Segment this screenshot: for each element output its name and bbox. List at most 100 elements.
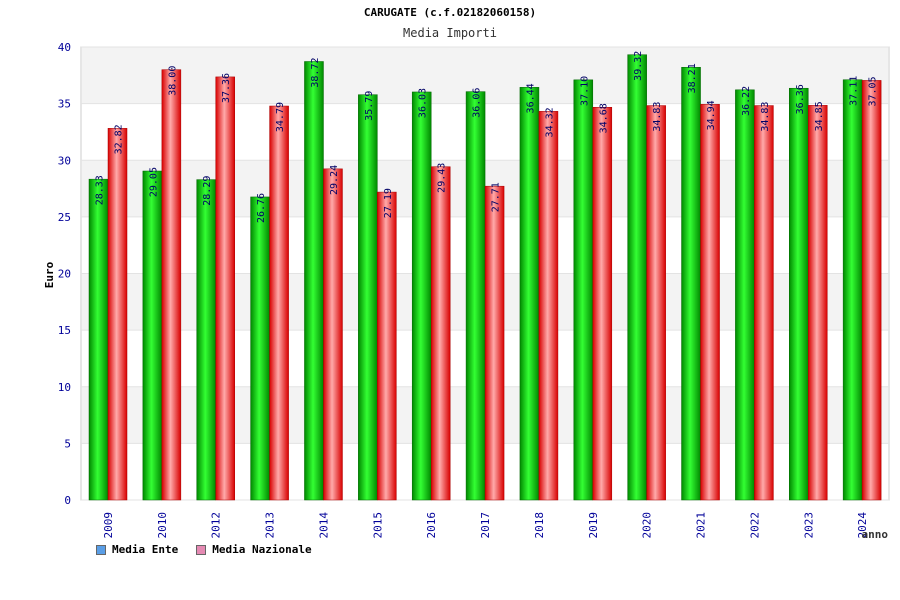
value-label-ente-2013: 26.76 — [256, 193, 267, 223]
x-tick-label-2016: 2016 — [425, 512, 438, 539]
y-tick-label: 25 — [58, 211, 71, 224]
x-tick-label-2022: 2022 — [748, 512, 761, 539]
x-tick-label-2023: 2023 — [802, 512, 815, 539]
value-label-nazionale-2010: 38.00 — [167, 66, 178, 96]
value-label-ente-2012: 28.29 — [202, 176, 213, 206]
value-label-ente-2009: 28.33 — [95, 175, 106, 205]
legend-item-ente: Media Ente — [96, 543, 178, 556]
value-label-nazionale-2019: 34.68 — [598, 103, 609, 133]
bar-ente-2023 — [789, 87, 809, 501]
x-tick-label-2018: 2018 — [533, 512, 546, 539]
value-label-ente-2021: 38.21 — [687, 63, 698, 93]
x-tick-label-2014: 2014 — [317, 512, 330, 539]
x-tick-label-2009: 2009 — [102, 512, 115, 539]
bar-nazionale-2016 — [430, 166, 451, 501]
x-tick-label-2024: 2024 — [856, 512, 869, 539]
bar-nazionale-2024 — [861, 80, 882, 501]
y-tick-label: 20 — [58, 268, 71, 281]
bar-ente-2024 — [842, 79, 863, 501]
y-tick-label: 30 — [58, 154, 71, 167]
x-tick-label-2013: 2013 — [264, 512, 277, 539]
y-tick-label: 35 — [58, 98, 71, 111]
value-label-ente-2024: 37.11 — [849, 76, 860, 106]
x-tick-label-2017: 2017 — [479, 512, 492, 539]
bar-nazionale-2020 — [646, 105, 666, 501]
bar-ente-2021 — [681, 67, 701, 501]
bar-nazionale-2014 — [323, 168, 343, 501]
value-label-ente-2015: 35.79 — [364, 91, 375, 121]
value-label-ente-2018: 36.44 — [525, 83, 536, 113]
legend-label-ente: Media Ente — [112, 543, 179, 556]
chart-subtitle: Media Importi — [403, 26, 497, 40]
bar-nazionale-2021 — [700, 104, 720, 501]
bar-nazionale-2013 — [269, 105, 289, 501]
value-label-ente-2023: 36.36 — [795, 84, 806, 114]
x-tick-label-2019: 2019 — [587, 512, 600, 539]
bar-nazionale-2009 — [107, 128, 128, 501]
bar-ente-2015 — [358, 94, 378, 501]
bar-ente-2022 — [735, 89, 755, 501]
bar-nazionale-2012 — [215, 76, 235, 501]
bar-nazionale-2022 — [754, 105, 774, 501]
bar-ente-2017 — [465, 91, 486, 501]
bar-nazionale-2023 — [808, 105, 828, 501]
value-label-ente-2016: 36.03 — [418, 88, 429, 118]
y-tick-label: 5 — [64, 437, 71, 450]
legend-swatch-ente — [96, 544, 106, 555]
legend-item-nazionale: Media Nazionale — [196, 543, 312, 556]
legend-swatch-nazionale — [196, 544, 207, 555]
value-label-ente-2014: 38.72 — [310, 57, 321, 87]
bar-ente-2020 — [627, 54, 647, 501]
value-label-nazionale-2016: 29.43 — [437, 163, 448, 193]
value-label-nazionale-2021: 34.94 — [706, 100, 717, 130]
x-tick-label-2015: 2015 — [371, 512, 384, 539]
value-label-nazionale-2020: 34.83 — [652, 102, 663, 132]
x-tick-label-2012: 2012 — [210, 512, 223, 539]
value-label-ente-2022: 36.22 — [741, 86, 752, 116]
y-tick-label: 0 — [64, 494, 71, 507]
x-tick-label-2021: 2021 — [695, 512, 708, 539]
value-label-nazionale-2023: 34.85 — [814, 101, 825, 131]
value-label-ente-2020: 39.32 — [633, 51, 644, 81]
bar-ente-2019 — [573, 79, 594, 501]
bar-nazionale-2019 — [592, 106, 613, 501]
bars-group — [88, 54, 882, 501]
bar-ente-2018 — [519, 87, 540, 501]
bar-ente-2013 — [250, 196, 270, 501]
bar-ente-2009 — [88, 178, 109, 501]
value-label-ente-2010: 29.05 — [148, 167, 159, 197]
value-label-ente-2019: 37.10 — [579, 76, 590, 106]
bar-nazionale-2017 — [484, 185, 505, 501]
y-tick-label: 40 — [58, 41, 71, 54]
value-label-nazionale-2009: 32.82 — [114, 124, 125, 154]
legend-label-nazionale: Media Nazionale — [212, 543, 312, 556]
value-label-nazionale-2024: 37.05 — [868, 76, 879, 106]
bar-ente-2010 — [142, 170, 163, 501]
bar-nazionale-2010 — [161, 69, 182, 501]
x-axis-ticks: 2009 2010 2012 2013 2014 2015 2016 2017 2018 2019… — [102, 512, 869, 539]
value-label-nazionale-2017: 27.71 — [491, 182, 502, 212]
value-label-nazionale-2015: 27.19 — [383, 188, 394, 218]
y-tick-label: 15 — [58, 324, 71, 337]
value-label-nazionale-2012: 37.36 — [221, 73, 232, 103]
x-axis-label: anno — [862, 528, 889, 541]
value-label-nazionale-2014: 29.24 — [329, 165, 340, 195]
bar-ente-2012 — [196, 179, 216, 501]
value-label-nazionale-2022: 34.83 — [760, 102, 771, 132]
y-axis-label: Euro — [43, 261, 56, 288]
x-tick-label-2010: 2010 — [156, 512, 169, 539]
value-label-nazionale-2018: 34.32 — [544, 107, 555, 137]
value-labels-group: 28.33 32.82 29.05 38.00 28.29 37.36 26.76 34.79… — [95, 51, 879, 223]
x-tick-label-2020: 2020 — [641, 512, 654, 539]
bar-ente-2016 — [411, 91, 432, 501]
bar-nazionale-2018 — [538, 111, 559, 501]
value-label-ente-2017: 36.06 — [472, 88, 483, 118]
bar-nazionale-2015 — [377, 191, 397, 501]
bar-ente-2014 — [304, 61, 324, 501]
chart-title: CARUGATE (c.f.02182060158) — [364, 6, 536, 19]
value-label-nazionale-2013: 34.79 — [275, 102, 286, 132]
y-axis-ticks: 0 5 10 15 20 25 30 35 40 — [58, 41, 71, 507]
y-tick-label: 10 — [58, 381, 71, 394]
legend: Media Ente Media Nazionale — [96, 543, 312, 556]
